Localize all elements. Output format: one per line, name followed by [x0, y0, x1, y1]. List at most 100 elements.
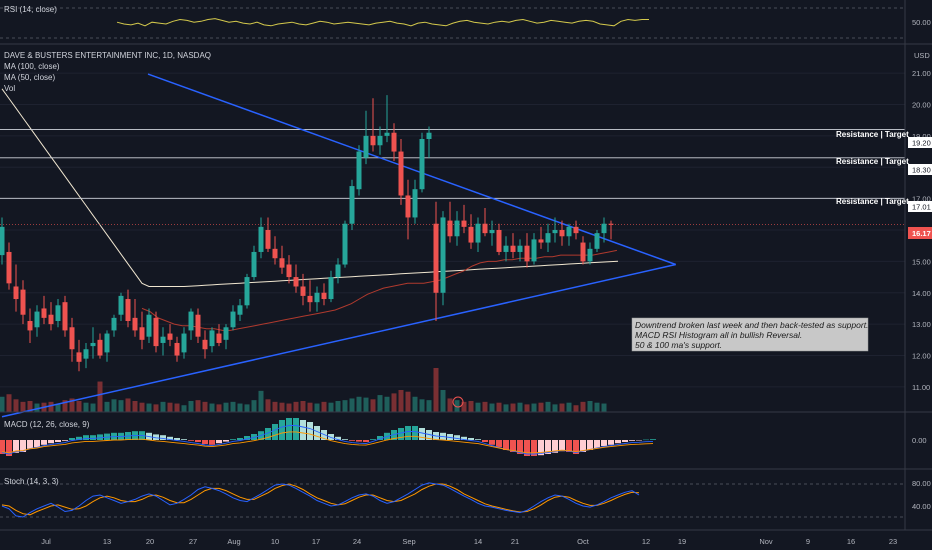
- volume-bar: [167, 402, 173, 412]
- macd-hist-bar: [524, 440, 530, 456]
- volume-bar: [433, 368, 439, 412]
- candle-body: [489, 230, 495, 234]
- candle-body: [181, 333, 187, 353]
- volume-bar: [181, 405, 187, 412]
- macd-hist-bar: [356, 440, 362, 442]
- volume-bar: [349, 398, 355, 412]
- volume-bar: [27, 401, 33, 412]
- macd-hist-bar: [342, 439, 348, 440]
- volume-bar: [524, 404, 530, 412]
- macd-hist-bar: [615, 440, 621, 444]
- price-tick-label: 21.00: [912, 69, 931, 78]
- macd-hist-bar: [559, 440, 565, 452]
- macd-hist-bar: [531, 440, 537, 456]
- candle-body: [510, 245, 516, 252]
- candle-body: [237, 305, 243, 315]
- volume-bar: [90, 403, 96, 412]
- stoch-k-line: [1, 482, 640, 518]
- x-tick-label: 12: [642, 537, 650, 546]
- macd-hist-bar: [580, 440, 586, 452]
- ma100-line: [1, 88, 619, 287]
- candle-body: [202, 339, 208, 350]
- macd-hist-bar: [629, 440, 635, 441]
- candle-body: [20, 289, 26, 315]
- macd-hist-bar: [391, 430, 397, 440]
- macd-hist-bar: [279, 420, 285, 440]
- candle-body: [342, 223, 348, 265]
- volume-bar: [153, 404, 159, 412]
- macd-hist-bar: [335, 436, 341, 440]
- macd-hist-bar: [454, 435, 460, 440]
- volume-bar: [559, 403, 565, 412]
- candle-body: [41, 308, 47, 318]
- trendline: [1, 263, 676, 418]
- candle-body: [566, 226, 572, 237]
- price-tag-18-30-bg: [908, 164, 932, 175]
- candles: [0, 95, 614, 372]
- rsi-line: [116, 18, 649, 27]
- candle-body: [244, 277, 250, 306]
- candle-body: [356, 151, 362, 190]
- x-tick-label: 13: [103, 537, 111, 546]
- macd-hist-bar: [34, 440, 40, 448]
- macd-hist-bar: [174, 438, 180, 440]
- volume-bar: [223, 402, 229, 412]
- candle-body: [559, 230, 565, 237]
- resistance-label-2: Resistance | Target: [836, 157, 909, 166]
- macd-hist-bar: [223, 440, 229, 442]
- macd-hist-bar: [69, 438, 75, 440]
- macd-hist-bar: [48, 440, 54, 444]
- trendlines: [1, 73, 677, 418]
- volume-bar: [426, 400, 432, 412]
- volume-bar: [601, 403, 607, 412]
- volume-bar: [146, 403, 152, 412]
- candle-body: [405, 195, 411, 218]
- volume-bar: [384, 396, 390, 412]
- volume-bar: [244, 404, 250, 412]
- macd-hist-bar: [55, 440, 61, 442]
- earnings-marker-icon: [452, 396, 464, 408]
- candle-body: [601, 223, 607, 234]
- volume-bar: [258, 390, 264, 412]
- volume-bar: [160, 401, 166, 412]
- x-tick-label: Aug: [227, 537, 240, 546]
- candle-body: [363, 135, 369, 158]
- macd-hist-bar: [370, 439, 376, 440]
- volume-bar: [552, 404, 558, 412]
- indicator-ma50: MA (50, close): [4, 73, 55, 82]
- volume-bar: [510, 403, 516, 412]
- candle-body: [447, 220, 453, 237]
- volume-bar: [405, 391, 411, 412]
- x-tick-label: 27: [189, 537, 197, 546]
- volume-bar: [188, 401, 194, 412]
- macd-hist-bar: [153, 434, 159, 440]
- x-tick-label: 14: [474, 537, 482, 546]
- macd-title: MACD (12, 26, close, 9): [4, 420, 90, 429]
- last-price-tag: 16.17: [912, 229, 931, 238]
- volume-bar: [447, 398, 453, 412]
- macd-hist-bar: [244, 436, 250, 440]
- macd-hist-bar: [601, 440, 607, 446]
- volume-bar: [279, 402, 285, 412]
- stoch-d-line: [1, 483, 640, 516]
- macd-hist-bar: [286, 418, 292, 440]
- macd-hist-bar: [510, 440, 516, 452]
- resistance-levels: [0, 129, 905, 225]
- volume-bar: [20, 401, 26, 412]
- candle-body: [174, 342, 180, 356]
- candle-body: [349, 186, 355, 224]
- macd-hist-bar: [13, 440, 19, 453]
- x-tick-label: 10: [271, 537, 279, 546]
- candle-body: [62, 302, 68, 331]
- candle-body: [433, 223, 439, 293]
- annotation-box: [631, 317, 869, 352]
- volume-bar: [76, 401, 82, 412]
- candle-body: [160, 336, 166, 343]
- candle-body: [230, 311, 236, 328]
- candle-body: [335, 264, 341, 278]
- annotation-line-1: Downtrend broken last week and then back…: [635, 320, 868, 330]
- volume-bar: [69, 398, 75, 412]
- volume-bar: [335, 401, 341, 412]
- candle-body: [468, 226, 474, 243]
